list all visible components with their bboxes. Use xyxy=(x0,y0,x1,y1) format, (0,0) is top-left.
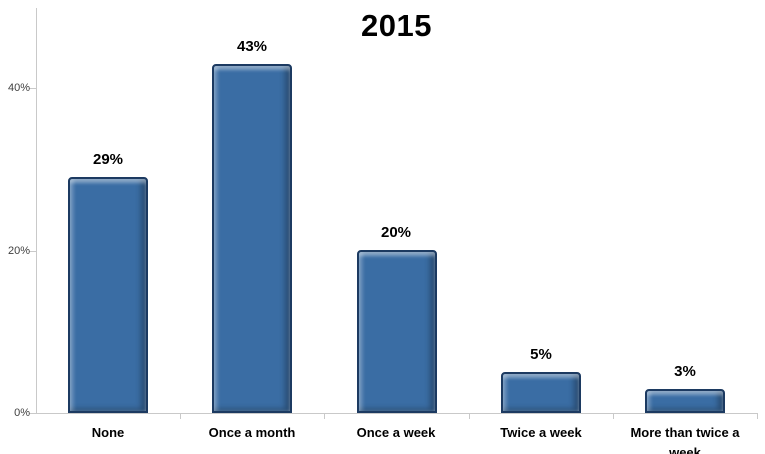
category-label: Once a month xyxy=(208,425,296,440)
bar-value-label: 43% xyxy=(236,38,268,55)
bar-4 xyxy=(645,389,725,413)
bar-2 xyxy=(357,250,437,413)
category-label: Twice a week xyxy=(500,425,582,440)
y-axis-tick-label: 0% xyxy=(14,407,30,419)
y-axis-tick xyxy=(29,88,36,89)
x-axis-tick xyxy=(469,414,470,419)
y-axis-tick-label: 20% xyxy=(7,244,30,257)
bar-value-label: 29% xyxy=(92,151,124,168)
category-label: Once a week xyxy=(356,425,436,440)
x-axis-tick xyxy=(324,414,325,419)
bar-0 xyxy=(68,177,148,413)
y-axis-tick xyxy=(29,250,36,252)
category-label: None xyxy=(91,425,125,440)
y-axis-tick xyxy=(29,413,36,414)
bar-1 xyxy=(212,64,292,413)
x-axis-tick xyxy=(757,414,758,419)
chart-title: 2015 xyxy=(361,8,432,43)
bar-value-label: 3% xyxy=(674,363,696,380)
y-axis-tick-label: 40% xyxy=(7,82,30,94)
x-axis-line xyxy=(36,413,758,414)
bar-value-label: 20% xyxy=(380,224,412,241)
bar-value-label: 5% xyxy=(530,346,552,363)
x-axis-tick xyxy=(613,414,614,419)
y-axis-line xyxy=(36,8,37,413)
x-axis-tick xyxy=(180,414,181,419)
bar-3 xyxy=(501,372,581,413)
category-label: More than twice a week xyxy=(630,425,740,454)
